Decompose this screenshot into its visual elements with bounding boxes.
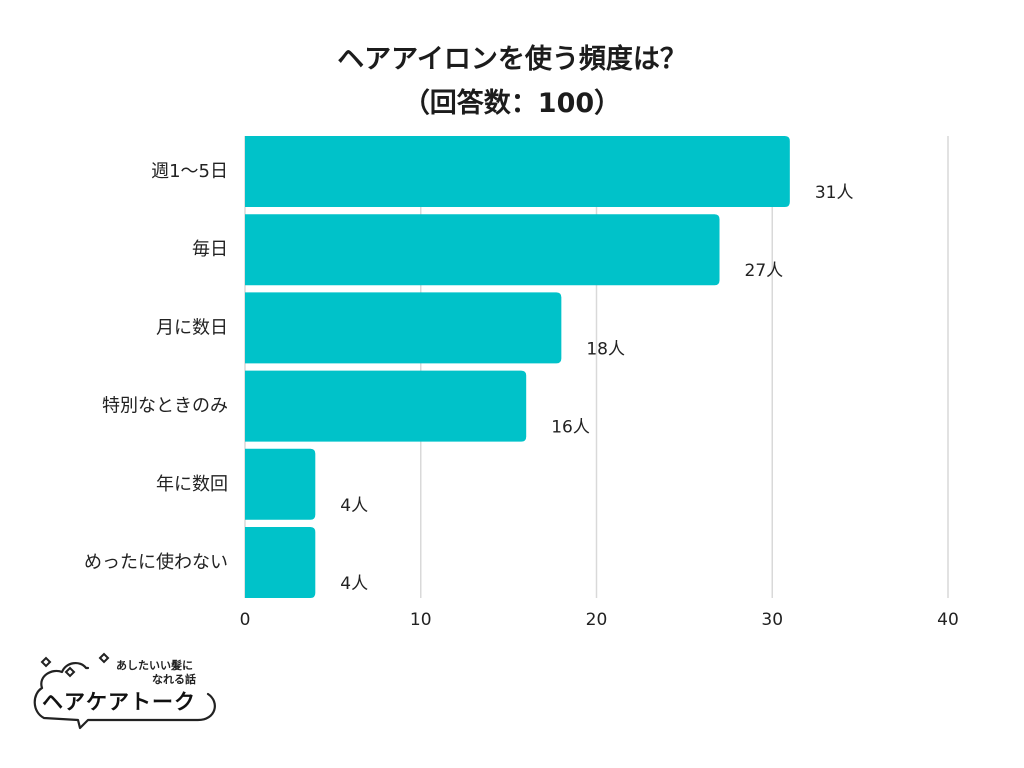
value-label: 4人: [340, 574, 368, 594]
bars: [245, 136, 790, 598]
bar: [245, 370, 527, 442]
value-label: 16人: [551, 418, 590, 438]
bar: [245, 448, 316, 520]
logo-cloud-icon: [33, 652, 216, 730]
bar: [245, 214, 720, 286]
logo-tagline-1: あしたいい髪に: [116, 659, 193, 672]
category-label: 年に数回: [156, 474, 228, 495]
chart-subtitle: （回答数：100）: [402, 88, 622, 119]
bar: [245, 527, 316, 598]
value-label: 31人: [815, 183, 854, 203]
category-label: めったに使わない: [84, 552, 228, 573]
value-label: 27人: [745, 261, 784, 281]
logo-brand-name: ヘアケアトーク: [42, 690, 196, 714]
logo-tagline-2: なれる話: [152, 673, 196, 686]
chart-title-block: ヘアアイロンを使う頻度は？ （回答数：100）: [0, 38, 1024, 126]
brand-logo: あしたいい髪に なれる話 ヘアケアトーク: [28, 650, 228, 732]
bar: [245, 292, 562, 364]
x-tick-label: 40: [937, 610, 959, 630]
grid-lines: [244, 136, 949, 598]
category-label: 月に数日: [156, 317, 228, 338]
category-label: 週1〜5日: [151, 161, 228, 182]
value-label: 4人: [340, 496, 368, 516]
x-tick-label: 10: [410, 610, 432, 630]
value-label: 18人: [586, 339, 625, 359]
category-label: 特別なときのみ: [102, 396, 228, 417]
x-tick-label: 30: [761, 610, 783, 630]
x-tick-label: 20: [586, 610, 608, 630]
value-labels: 31人 27人 18人 16人 4人 4人: [340, 183, 853, 594]
x-axis-ticks: 0 10 20 30 40: [240, 610, 959, 630]
bar: [245, 136, 790, 207]
x-tick-label: 0: [240, 610, 251, 630]
category-label: 毎日: [192, 239, 228, 260]
chart-title: ヘアアイロンを使う頻度は？: [337, 44, 687, 75]
